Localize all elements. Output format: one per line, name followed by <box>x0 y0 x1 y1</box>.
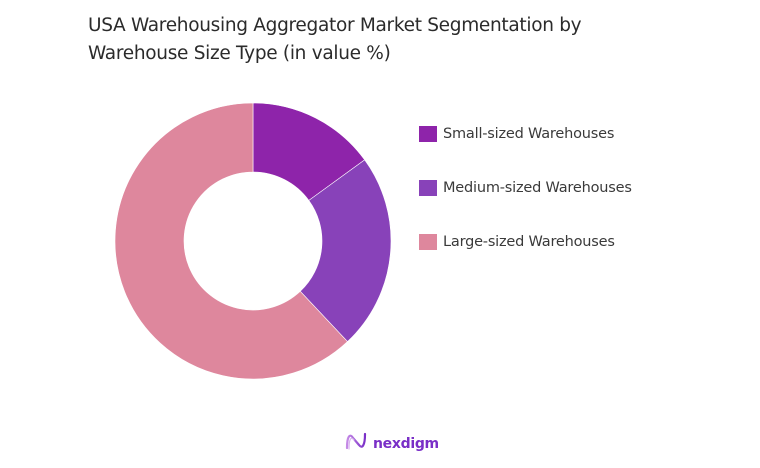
chart-title: USA Warehousing Aggregator Market Segmen… <box>88 12 688 68</box>
donut-slice-medium[interactable] <box>299 159 392 343</box>
legend-swatch-medium <box>419 180 437 196</box>
chart-title-line-2: Warehouse Size Type (in value %) <box>88 43 391 64</box>
legend-label-large: Large-sized Warehouses <box>443 234 615 250</box>
legend-label-small: Small-sized Warehouses <box>443 126 615 142</box>
brand-logo: nexdigm <box>344 430 439 457</box>
nexdigm-logo-icon <box>344 430 368 457</box>
legend-item-medium[interactable]: Medium-sized Warehouses <box>419 178 632 198</box>
legend-item-large[interactable]: Large-sized Warehouses <box>419 232 632 252</box>
legend-item-small[interactable]: Small-sized Warehouses <box>419 124 632 144</box>
legend-swatch-large <box>419 234 437 250</box>
donut-slice-large[interactable] <box>114 102 348 380</box>
legend-label-medium: Medium-sized Warehouses <box>443 180 632 196</box>
chart-title-line-1: USA Warehousing Aggregator Market Segmen… <box>88 15 582 36</box>
chart-legend: Small-sized Warehouses Medium-sized Ware… <box>419 124 632 286</box>
brand-name: nexdigm <box>373 435 439 452</box>
legend-swatch-small <box>419 126 437 142</box>
